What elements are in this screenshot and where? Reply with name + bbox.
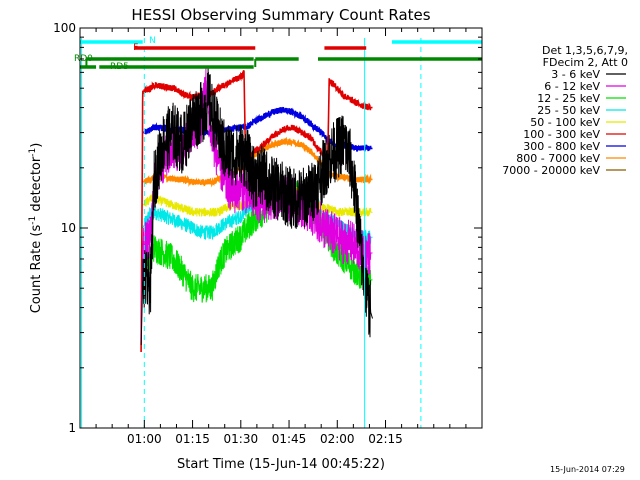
x-axis-label: Start Time (15-Jun-14 00:45:22): [177, 457, 385, 472]
series-line-0: [140, 68, 373, 346]
series-line-5: [140, 70, 373, 353]
state-bar-label-n: N: [149, 36, 156, 46]
state-bar-label-f: F: [133, 43, 138, 53]
x-tick-label: 02:15: [368, 432, 403, 446]
chart-title: HESSI Observing Summary Count Rates: [131, 6, 430, 24]
legend-header-line1: Det 1,3,5,6,7,9,: [542, 44, 628, 57]
x-tick-label: 01:30: [224, 432, 259, 446]
y-axis-label: Count Rate (s-1 detector-1): [28, 143, 44, 314]
render-timestamp: 15-Jun-2014 07:29: [550, 465, 625, 474]
legend-label-0: 3 - 6 keV: [551, 68, 600, 81]
legend-label-1: 6 - 12 keV: [544, 80, 600, 93]
x-tick-label: 02:00: [320, 432, 355, 446]
x-tick-label: 01:45: [272, 432, 307, 446]
legend-label-8: 7000 - 20000 keV: [502, 164, 600, 177]
legend-header-line2: FDecim 2, Att 0: [543, 56, 628, 69]
state-bar-label-rd5: RD5: [110, 62, 129, 72]
y-tick-label: 10: [61, 221, 76, 235]
legend-label-5: 100 - 300 keV: [523, 128, 600, 141]
series-layer: [140, 67, 373, 353]
y-tick-label: 1: [68, 421, 76, 435]
series-line-4: [142, 185, 373, 218]
y-tick-label: 100: [53, 21, 76, 35]
plot-frame: [79, 27, 483, 429]
legend-label-4: 50 - 100 keV: [530, 116, 600, 129]
legend-label-2: 12 - 25 keV: [537, 92, 600, 105]
legend-label-6: 300 - 800 keV: [523, 140, 600, 153]
x-tick-label: 01:00: [127, 432, 162, 446]
x-tick-label: 01:15: [175, 432, 210, 446]
legend: Det 1,3,5,6,7,9, FDecim 2, Att 0 3 - 6 k…: [502, 44, 628, 177]
axes: 01:00 01:15 01:30 01:45 02:00 02:15 1 10 100: [53, 21, 483, 446]
legend-label-7: 800 - 7000 keV: [516, 152, 600, 165]
legend-label-3: 25 - 50 keV: [537, 104, 600, 117]
